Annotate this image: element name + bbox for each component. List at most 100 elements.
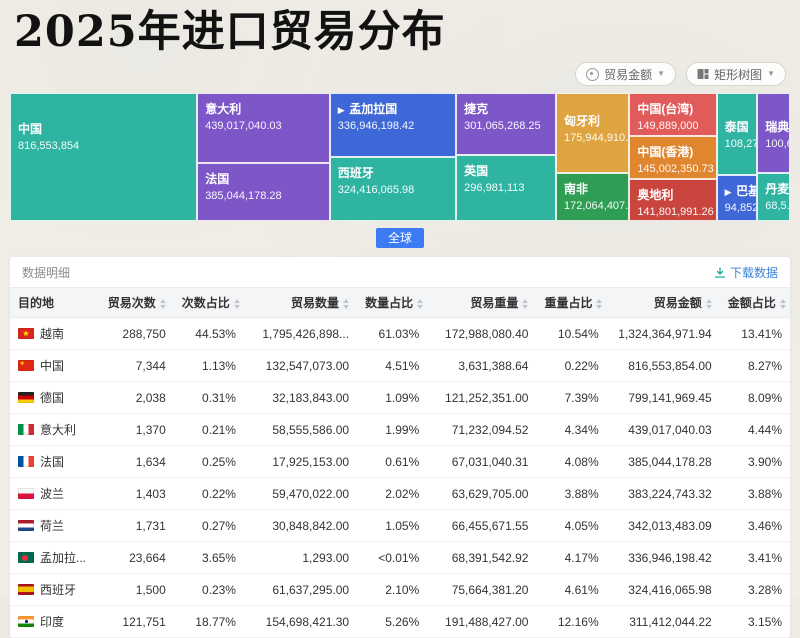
treemap-node-value: 172,064,407.59 — [564, 199, 629, 212]
treemap-node-label: 奥地利 — [637, 188, 674, 203]
data-table: 目的地 贸易次数 次数占比 贸易数量 数量占比 贸易重量 重量占比 贸易金额 金额占比 越南 28… — [10, 287, 790, 638]
treemap-node-value: 108,27... — [724, 138, 758, 151]
column-header-label: 金额占比 — [727, 296, 776, 311]
treemap-node[interactable]: 南非 172,064,407.59 — [556, 172, 630, 222]
treemap-node[interactable]: 西班牙 324,416,065.98 — [329, 157, 457, 222]
treemap-node[interactable]: 匈牙利 175,944,910.58 — [556, 93, 630, 173]
sort-icon[interactable] — [705, 299, 712, 310]
table-cell: 58,555,586.00 — [243, 413, 358, 447]
sort-icon[interactable] — [417, 299, 424, 310]
metric-selector[interactable]: 贸易金额 ▼ — [575, 62, 677, 87]
treemap-node-value: 296,981,113 — [464, 181, 525, 194]
table-cell: 439,017,040.03 — [606, 413, 720, 447]
table-cell: 3.28% — [719, 573, 790, 607]
sort-icon[interactable] — [343, 299, 350, 310]
treemap-node[interactable]: 丹麦 68,5... — [757, 172, 790, 222]
treemap-node[interactable]: 英国 296,981,113 — [456, 154, 556, 222]
destination-name: 印度 — [40, 615, 65, 630]
treemap-node-value: 68,5... — [765, 199, 790, 212]
treemap-node-value: 439,017,040.03 — [205, 120, 282, 133]
column-header[interactable]: 金额占比 — [719, 287, 790, 319]
destination-cell: 中国 — [10, 349, 100, 383]
destination-cell: 西班牙 — [10, 573, 100, 607]
chart-type-selector[interactable]: 矩形树图 ▼ — [686, 62, 786, 87]
column-header[interactable]: 贸易数量 — [243, 287, 358, 319]
treemap-node-label: 中国 — [18, 122, 43, 137]
metric-icon — [586, 67, 600, 81]
sort-icon[interactable] — [522, 299, 529, 310]
sort-icon[interactable] — [159, 299, 166, 310]
destination-cell: 德国 — [10, 381, 100, 415]
table-cell: 132,547,073.00 — [243, 349, 358, 383]
table-cell: 10.54% — [536, 317, 607, 351]
treemap-node[interactable]: ▶ 孟加拉国 336,946,198.42 — [329, 93, 457, 158]
treemap-node-value: 324,416,065.98 — [337, 184, 415, 197]
table-card-header: 数据明细 下载数据 — [10, 257, 790, 287]
column-header-label: 贸易数量 — [291, 296, 340, 311]
table-cell: 1,403 — [99, 477, 174, 511]
table-cell: 3.41% — [719, 541, 790, 575]
column-header-label: 贸易次数 — [107, 296, 156, 311]
treemap-node[interactable]: 中国 816,553,854 — [10, 93, 198, 222]
column-header: 目的地 — [10, 287, 100, 319]
treemap-node[interactable]: 泰国 108,27... — [716, 93, 758, 176]
chevron-down-icon: ▼ — [657, 69, 666, 79]
treemap-node-value: 336,946,198.42 — [337, 120, 415, 133]
treemap-node[interactable]: ▶ 巴基... 94,852,... — [716, 175, 758, 222]
treemap-node-value: 149,889,000 — [637, 120, 699, 133]
chevron-down-icon: ▼ — [767, 69, 775, 79]
sort-icon[interactable] — [233, 299, 240, 310]
treemap-node[interactable]: 瑞典 100,6... — [757, 93, 790, 173]
table-cell: 324,416,065.98 — [606, 573, 720, 607]
treemap-node-value: 301,065,268.25 — [464, 120, 541, 133]
table-row: 法国 1,634 0.25% 17,925,153.00 0.61% 67,031,040… — [10, 445, 790, 479]
treemap-node[interactable]: 中国(台湾) 149,889,000 — [629, 93, 717, 136]
treemap-node-label: ▶ 孟加拉国 — [337, 102, 398, 117]
treemap-node[interactable]: 捷克 301,065,268.25 — [456, 93, 556, 155]
column-header[interactable]: 贸易次数 — [99, 287, 174, 319]
column-header-label: 数量占比 — [365, 296, 414, 311]
table-row: 西班牙 1,500 0.23% 61,637,295.00 2.10% 75,664,38… — [10, 573, 790, 607]
column-header-label: 贸易重量 — [470, 296, 519, 311]
flag-icon-in — [18, 616, 34, 628]
table-cell: 0.25% — [173, 445, 244, 479]
sort-icon[interactable] — [779, 299, 786, 310]
column-header[interactable]: 重量占比 — [536, 287, 607, 319]
treemap-node[interactable]: 法国 385,044,178.28 — [197, 162, 330, 222]
table-cell: 0.27% — [173, 509, 244, 543]
destination-name: 荷兰 — [40, 519, 65, 534]
table-cell: 1.99% — [357, 413, 428, 447]
table-cell: 23,664 — [99, 541, 174, 575]
treemap-node-value: 100,6... — [765, 138, 789, 151]
destination-name: 中国 — [40, 359, 65, 374]
destination-cell: 荷兰 — [10, 509, 100, 543]
table-cell: 61,637,295.00 — [243, 573, 358, 607]
treemap-node[interactable]: 意大利 439,017,040.03 — [197, 93, 330, 163]
column-header[interactable]: 贸易金额 — [606, 287, 720, 319]
table-cell: 1.09% — [357, 381, 428, 415]
column-header[interactable]: 贸易重量 — [427, 287, 537, 319]
table-cell: 336,946,198.42 — [606, 541, 720, 575]
table-cell: 342,013,483.09 — [606, 509, 720, 543]
table-cell: 2,038 — [99, 381, 174, 415]
treemap-node-label: 中国(香港) — [637, 144, 694, 159]
treemap-node-label: 英国 — [464, 163, 489, 178]
flag-icon-it — [18, 424, 34, 436]
download-data-link[interactable]: 下载数据 — [714, 264, 778, 281]
table-cell: 1.05% — [357, 509, 428, 543]
table-row: 中国 7,3441.13%132,547,073.004.51%3,631,388… — [10, 349, 790, 383]
table-cell: 1,795,426,898... — [243, 317, 358, 351]
treemap-node[interactable]: 中国(香港) 145,002,350.73 — [629, 135, 717, 180]
table-cell: 3,631,388.64 — [427, 349, 537, 383]
table-cell: 3.88% — [719, 477, 790, 511]
sort-icon[interactable] — [596, 299, 603, 310]
table-cell: 4.05% — [536, 509, 607, 543]
table-cell: 8.27% — [719, 349, 790, 383]
column-header[interactable]: 数量占比 — [357, 287, 428, 319]
treemap-breadcrumb-global[interactable]: 全球 — [375, 228, 424, 249]
column-header[interactable]: 次数占比 — [173, 287, 244, 319]
treemap-node-value: 175,944,910.58 — [564, 132, 629, 145]
treemap-node-value: 385,044,178.28 — [205, 189, 282, 202]
section-title: 数据明细 — [22, 266, 71, 281]
treemap-node[interactable]: 奥地利 141,801,991.26 — [629, 179, 717, 222]
